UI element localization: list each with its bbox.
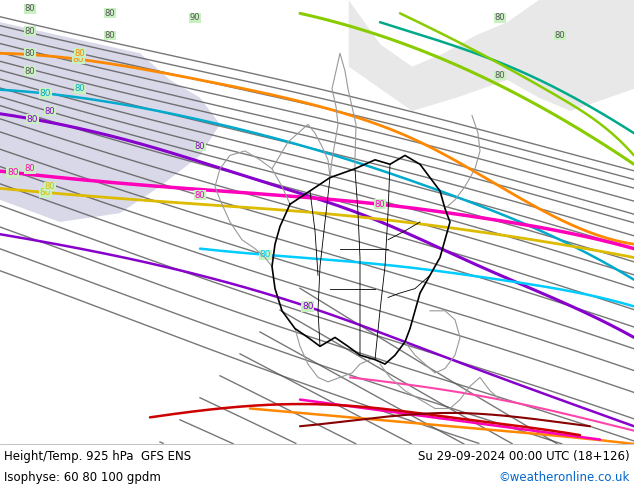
Text: 80: 80: [27, 115, 38, 123]
Text: 80: 80: [25, 67, 36, 75]
Text: 80: 80: [75, 84, 86, 93]
Text: 80: 80: [105, 31, 115, 40]
Text: 80: 80: [495, 71, 505, 80]
Text: Isophyse: 60 80 100 gpdm: Isophyse: 60 80 100 gpdm: [4, 470, 161, 484]
Text: 80: 80: [555, 31, 566, 40]
Text: 80: 80: [40, 188, 51, 197]
Polygon shape: [349, 0, 634, 111]
Text: 80: 80: [195, 191, 205, 200]
Text: Height/Temp. 925 hPa  GFS ENS: Height/Temp. 925 hPa GFS ENS: [4, 450, 191, 464]
Text: 80: 80: [44, 106, 55, 116]
Text: 80: 80: [25, 4, 36, 13]
Text: 80: 80: [375, 200, 385, 209]
Text: 90: 90: [190, 13, 200, 22]
Text: Su 29-09-2024 00:00 UTC (18+126): Su 29-09-2024 00:00 UTC (18+126): [418, 450, 630, 464]
Text: 80: 80: [105, 9, 115, 18]
Text: 80: 80: [302, 302, 313, 311]
Text: 80: 80: [25, 164, 36, 173]
Text: 80: 80: [259, 250, 271, 259]
Text: 80: 80: [75, 49, 86, 58]
Text: 80: 80: [495, 13, 505, 22]
Text: 80: 80: [40, 89, 51, 98]
Polygon shape: [0, 0, 220, 222]
Text: 80: 80: [25, 49, 36, 58]
Text: 80: 80: [25, 26, 36, 36]
Text: 80: 80: [72, 55, 84, 64]
Text: ©weatheronline.co.uk: ©weatheronline.co.uk: [498, 470, 630, 484]
Text: 80: 80: [7, 168, 18, 177]
Text: 80: 80: [44, 182, 55, 191]
Text: 80: 80: [195, 142, 205, 151]
